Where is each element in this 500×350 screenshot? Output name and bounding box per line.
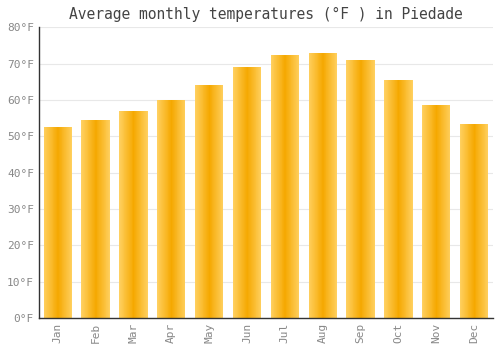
Title: Average monthly temperatures (°F ) in Piedade: Average monthly temperatures (°F ) in Pi… (69, 7, 463, 22)
